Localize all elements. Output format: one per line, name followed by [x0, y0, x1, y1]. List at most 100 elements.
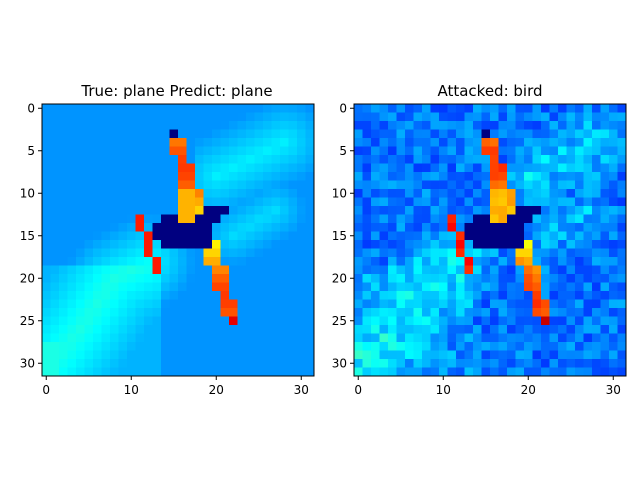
heatmap-cell — [396, 206, 406, 215]
heatmap-cell — [524, 248, 533, 258]
heatmap-cell — [490, 367, 499, 377]
heatmap-cell — [195, 146, 204, 156]
heatmap-cell — [220, 163, 230, 173]
heatmap-cell — [67, 350, 77, 360]
heatmap-cell — [220, 342, 230, 351]
heatmap-cell — [532, 299, 542, 309]
heatmap-cell — [507, 231, 516, 241]
heatmap-cell — [430, 316, 440, 326]
heatmap-cell — [263, 129, 272, 139]
heatmap-cell — [246, 146, 255, 156]
heatmap-cell — [473, 163, 482, 173]
heatmap-cell — [481, 231, 491, 241]
heatmap-cell — [481, 155, 491, 164]
heatmap-cell — [371, 223, 380, 232]
heatmap-cell — [203, 240, 213, 249]
heatmap-cell — [229, 138, 238, 147]
heatmap-cell — [271, 282, 281, 292]
heatmap-cell — [169, 121, 179, 130]
heatmap-cell — [195, 223, 204, 232]
heatmap-cell — [246, 231, 255, 241]
heatmap-cell — [566, 367, 576, 377]
heatmap-cell — [220, 146, 230, 156]
heatmap-cell — [379, 197, 389, 207]
heatmap-cell — [609, 367, 618, 377]
heatmap-cell — [464, 240, 474, 249]
heatmap-cell — [549, 240, 559, 249]
heatmap-cell — [220, 180, 230, 190]
heatmap-cell — [220, 240, 230, 249]
heatmap-cell — [515, 367, 525, 377]
heatmap-cell — [575, 197, 584, 207]
heatmap-cell — [288, 138, 298, 147]
heatmap-cell — [271, 299, 281, 309]
heatmap-cell — [524, 342, 533, 351]
heatmap-cell — [541, 367, 550, 377]
heatmap-cell — [405, 257, 414, 266]
heatmap-cell — [524, 197, 533, 207]
heatmap-cell — [575, 138, 584, 147]
heatmap-cell — [195, 291, 204, 300]
heatmap-cell — [212, 112, 221, 122]
heatmap-cell — [59, 112, 68, 122]
heatmap-cell — [481, 274, 491, 283]
heatmap-cell — [566, 112, 576, 122]
heatmap-cell — [67, 265, 77, 275]
heatmap-cell — [229, 291, 238, 300]
heatmap-cell — [532, 189, 542, 198]
heatmap-cell — [592, 197, 601, 207]
axes-frame — [353, 103, 627, 377]
heatmap-cell — [558, 257, 567, 266]
heatmap-cell — [246, 299, 255, 309]
heatmap-cell — [447, 138, 457, 147]
heatmap-cell — [405, 248, 414, 258]
heatmap-cell — [371, 214, 380, 224]
heatmap-cell — [127, 265, 136, 275]
heatmap-cell — [101, 367, 111, 377]
heatmap-cell — [67, 197, 77, 207]
heatmap-cell — [575, 223, 584, 232]
heatmap-cell — [617, 223, 627, 232]
heatmap-cell — [583, 189, 593, 198]
heatmap-cell — [254, 189, 264, 198]
heatmap-cell — [127, 155, 136, 164]
heatmap-cell — [532, 282, 542, 292]
heatmap-cell — [558, 333, 567, 343]
heatmap-cell — [76, 359, 85, 368]
heatmap-cell — [203, 274, 213, 283]
heatmap-cell — [59, 367, 68, 377]
heatmap-cell — [229, 248, 238, 258]
heatmap-cell — [220, 155, 230, 164]
heatmap-cell — [280, 248, 289, 258]
heatmap-cell — [254, 308, 264, 317]
heatmap-cell — [178, 257, 187, 266]
heatmap-cell — [456, 172, 465, 181]
heatmap-cell — [169, 359, 179, 368]
heatmap-cell — [430, 112, 440, 122]
heatmap-cell — [617, 104, 627, 113]
heatmap-cell — [127, 223, 136, 232]
heatmap-cell — [50, 257, 60, 266]
heatmap-cell — [473, 197, 482, 207]
heatmap-cell — [246, 197, 255, 207]
heatmap-cell — [592, 129, 601, 139]
heatmap-cell — [110, 299, 119, 309]
heatmap-cell — [110, 342, 119, 351]
heatmap-cell — [212, 129, 221, 139]
heatmap-cell — [362, 214, 372, 224]
heatmap-cell — [246, 189, 255, 198]
heatmap-cell — [388, 291, 397, 300]
heatmap-cell — [110, 240, 119, 249]
heatmap-cell — [583, 333, 593, 343]
heatmap-cell — [405, 333, 414, 343]
heatmap-cell — [152, 155, 162, 164]
heatmap-cell — [481, 257, 491, 266]
heatmap-cell — [161, 265, 170, 275]
heatmap-cell — [439, 223, 448, 232]
heatmap-cell — [203, 223, 213, 232]
heatmap-cell — [379, 138, 389, 147]
heatmap-cell — [186, 367, 196, 377]
heatmap-cell — [583, 367, 593, 377]
heatmap-cell — [490, 197, 499, 207]
heatmap-cell — [271, 223, 281, 232]
